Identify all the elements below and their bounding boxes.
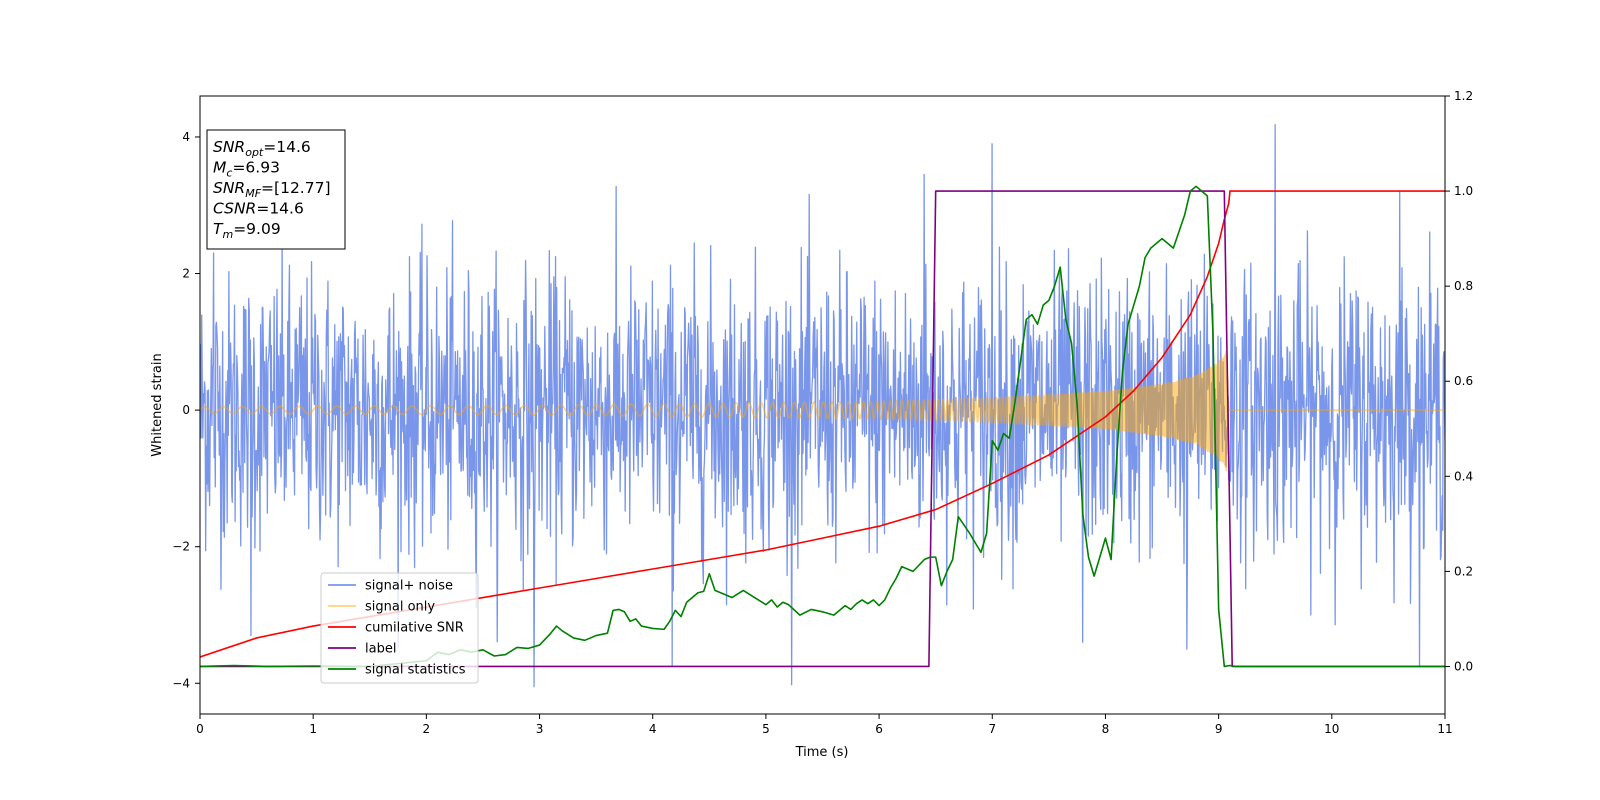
annotation-line: SNRopt=14.6 [213,138,311,159]
x-tick-label: 8 [1102,722,1110,736]
legend: signal+ noise signal only cumilative SNR la… [320,572,479,684]
series-line-4 [200,185,1445,668]
legend-frame [320,572,479,684]
y-tick-label: −4 [172,676,190,690]
plot-frame [199,95,1446,715]
x-tick-label: 3 [536,722,544,736]
y-right-tick-label: 0.4 [1454,469,1473,483]
x-tick-label: 10 [1324,722,1339,736]
y-right-tick-label: 0.6 [1454,374,1473,388]
y-right-tick-label: 0.2 [1454,564,1473,578]
annotation-box: SNRopt=14.6Mc=6.93SNRMF=[12.77]CSNR=14.6… [206,129,346,250]
y-right-tick-label: 0.0 [1454,659,1473,673]
annotation-line: SNRMF=[12.77] [213,179,331,200]
series-line-0 [200,124,1445,688]
y-right-tick-label: 1.2 [1454,89,1473,103]
x-tick-label: 5 [762,722,770,736]
series-line-1 [200,350,1445,472]
y-right-tick-label: 0.8 [1454,279,1473,293]
x-tick-label: 1 [309,722,317,736]
legend-label: signal+ noise [365,579,453,594]
y-tick-label: −2 [172,540,190,554]
y-right-tick-label: 1.0 [1454,184,1473,198]
x-tick-label: 0 [196,722,204,736]
x-tick-label: 9 [1215,722,1223,736]
y-tick-label: 2 [182,267,190,281]
y-axis-label: Whitened strain [150,353,165,456]
annotation-line: Tm=9.09 [213,220,281,241]
x-tick-label: 2 [423,722,431,736]
legend-label: signal only [365,600,435,615]
x-tick-label: 4 [649,722,657,736]
x-tick-label: 7 [988,722,996,736]
x-tick-label: 6 [875,722,883,736]
annotation-frame [206,129,346,250]
x-tick-label: 11 [1437,722,1452,736]
axis-layer: 0 1 2 3 4 5 6 7 8 9 10 11 −4 −2 0 2 4 0.0 0.2 0.4 0.6 0.8 1.0 1… [172,89,1473,736]
legend-label: signal statistics [365,663,466,678]
x-axis-label: Time (s) [795,745,849,760]
y-tick-label: 0 [182,403,190,417]
annotation-line: CSNR=14.6 [213,200,304,218]
annotation-line: Mc=6.93 [213,159,280,180]
y-tick-label: 4 [182,130,190,144]
legend-label: cumilative SNR [365,621,464,636]
legend-label: label [365,642,396,657]
